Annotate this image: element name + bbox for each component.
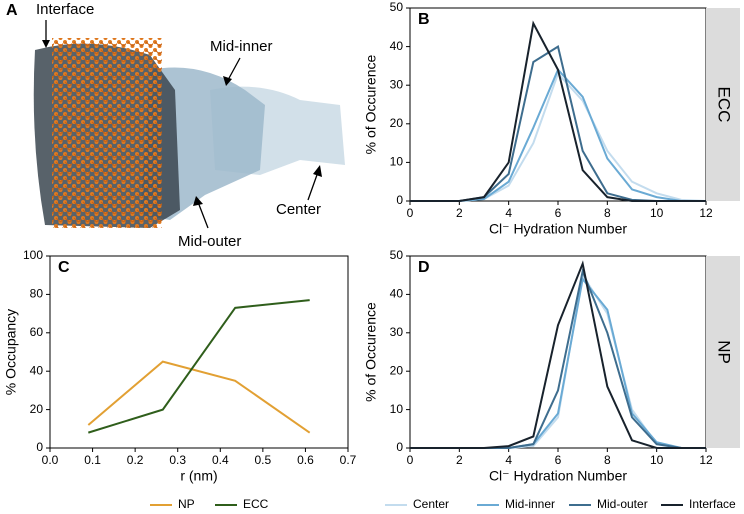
x-tick-label: 10 (650, 206, 664, 220)
y-tick-label: 10 (390, 402, 404, 416)
y-axis-label: % of Occurence (363, 302, 379, 402)
y-tick-label: 80 (30, 287, 44, 301)
line (87, 360, 311, 434)
y-tick-label: 0 (36, 440, 43, 454)
y-tick-label: 0 (396, 193, 403, 207)
x-axis-label: r (nm) (180, 468, 217, 484)
arrowhead (193, 196, 203, 206)
annotation: Center (276, 201, 321, 218)
y-tick-label: 50 (390, 0, 404, 14)
y-axis-label: % Occupancy (3, 309, 19, 395)
x-tick-label: 2 (456, 206, 463, 220)
arrow (197, 201, 209, 229)
x-tick-label: 8 (604, 206, 611, 220)
line (410, 20, 706, 202)
x-tick-label: 6 (555, 453, 562, 467)
x-tick-label: 0.7 (340, 453, 357, 467)
y-tick-label: 20 (390, 116, 404, 130)
x-tick-label: 0.3 (169, 453, 186, 467)
legend-label: NP (178, 497, 195, 511)
y-tick-label: 40 (390, 39, 404, 53)
x-axis-label: Cl⁻ Hydration Number (489, 468, 627, 484)
illustration: A Interface Mid-inner Center Mid-outer (6, 1, 345, 250)
plot-frame (409, 255, 707, 449)
line (88, 299, 310, 434)
annotation: Mid-inner (210, 38, 273, 55)
panel-label: A (6, 2, 18, 19)
strip (706, 8, 740, 201)
y-tick-label: 20 (30, 402, 44, 416)
x-tick-label: 12 (699, 453, 713, 467)
x-axis-label: Cl⁻ Hydration Number (489, 221, 627, 237)
x-tick-label: 0.5 (255, 453, 272, 467)
x-tick-label: 0.6 (297, 453, 314, 467)
y-tick-label: 30 (390, 325, 404, 339)
line (410, 67, 706, 202)
x-tick-label: 0 (407, 453, 414, 467)
line (410, 276, 706, 449)
x-tick-label: 8 (604, 453, 611, 467)
arrowhead (42, 40, 50, 48)
x-tick-label: 4 (505, 453, 512, 467)
annotation: Mid-outer (178, 233, 241, 250)
arrowhead (223, 76, 232, 86)
strip (706, 256, 740, 448)
panel-label: C (58, 259, 70, 276)
panel-label: D (418, 259, 430, 276)
annotation: Interface (36, 1, 94, 18)
strip-label: ECC (715, 87, 734, 123)
arrow (227, 57, 241, 81)
y-tick-label: 30 (390, 77, 404, 91)
y-tick-label: 10 (390, 155, 404, 169)
legend-label: Center (413, 497, 449, 511)
y-tick-label: 60 (30, 325, 44, 339)
y-tick-label: 40 (390, 287, 404, 301)
x-tick-label: 12 (699, 206, 713, 220)
legend-label: Mid-inner (505, 497, 555, 511)
x-tick-label: 0.2 (127, 453, 144, 467)
strip-label: NP (715, 340, 734, 364)
y-tick-label: 50 (390, 248, 404, 262)
line (410, 267, 706, 449)
arrowhead (313, 165, 322, 177)
line (410, 260, 706, 449)
x-tick-label: 2 (456, 453, 463, 467)
y-tick-label: 20 (390, 363, 404, 377)
line (410, 71, 707, 202)
y-axis-label: % of Occurence (363, 54, 379, 154)
plot-frame (409, 7, 707, 202)
x-tick-label: 10 (650, 453, 664, 467)
y-tick-label: 0 (396, 440, 403, 454)
x-tick-label: 0.4 (212, 453, 229, 467)
x-tick-label: 6 (555, 206, 562, 220)
x-tick-label: 0.0 (42, 453, 59, 467)
panel-label: B (418, 11, 430, 28)
nanotube-lattice (52, 38, 162, 228)
x-tick-label: 4 (505, 206, 512, 220)
plot-frame (49, 255, 349, 449)
y-tick-label: 100 (23, 248, 43, 262)
legend-label: ECC (243, 497, 269, 511)
legend-label: Mid-outer (597, 497, 648, 511)
y-tick-label: 40 (30, 363, 44, 377)
x-tick-label: 0 (407, 206, 414, 220)
line (410, 272, 706, 449)
arrow (307, 171, 319, 201)
x-tick-label: 0.1 (84, 453, 101, 467)
legend-label: Interface (689, 497, 736, 511)
